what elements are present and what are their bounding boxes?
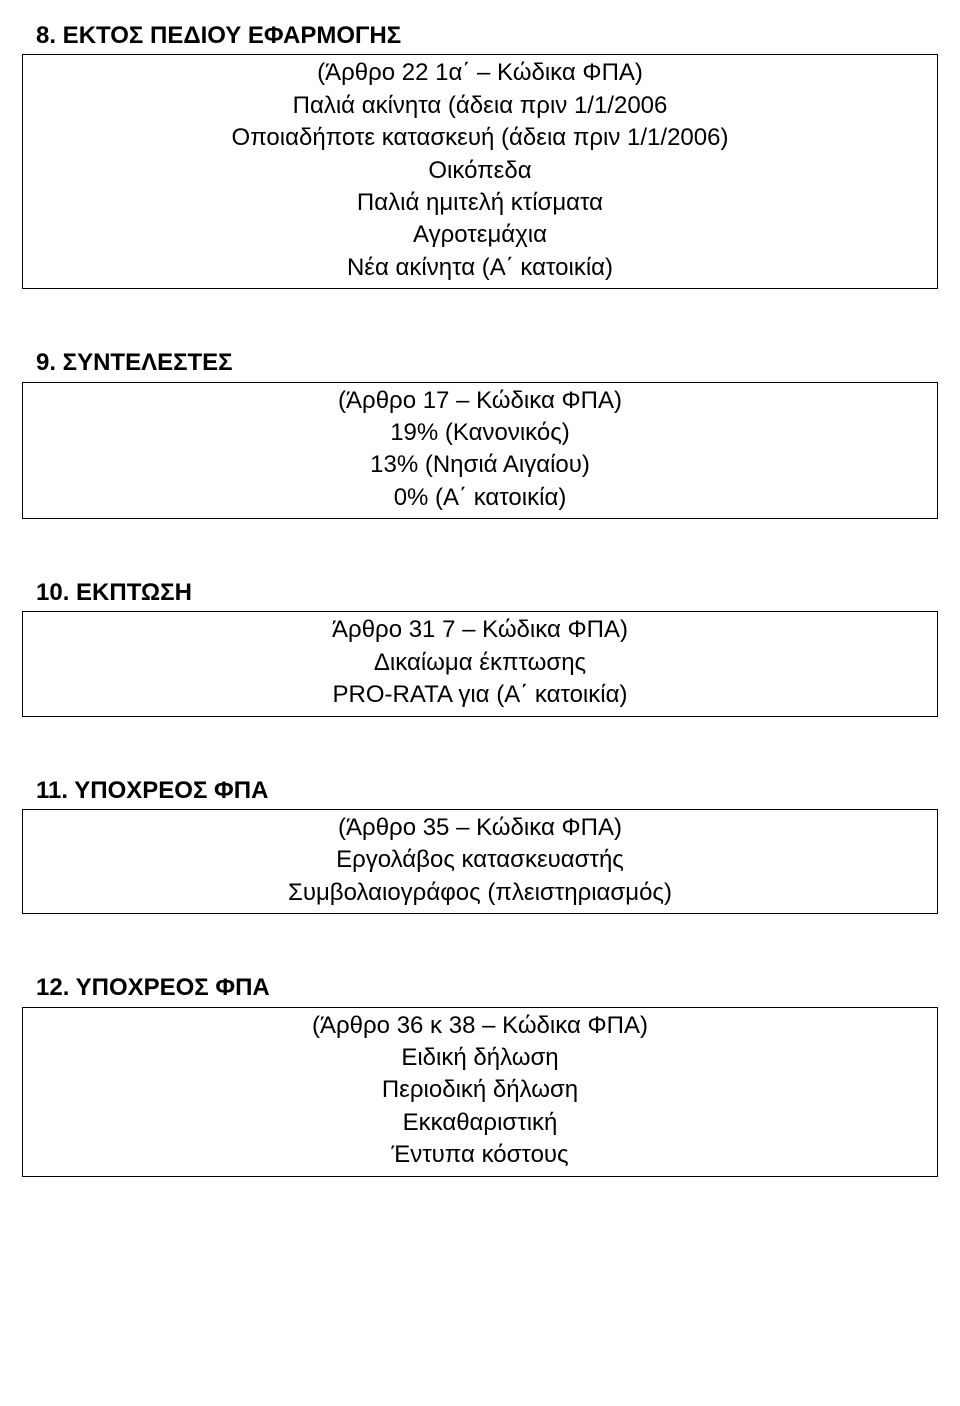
section-9-line-0: (Άρθρο 17 – Κώδικα ΦΠΑ): [23, 385, 937, 417]
section-10-line-2: PRO-RATA για (Α΄ κατοικία): [23, 679, 937, 711]
section-12-line-0: (Άρθρο 36 κ 38 – Κώδικα ΦΠΑ): [23, 1010, 937, 1042]
section-9-box: (Άρθρο 17 – Κώδικα ΦΠΑ) 19% (Κανονικός) …: [22, 382, 938, 520]
section-9: 9. ΣΥΝΤΕΛΕΣΤΕΣ (Άρθρο 17 – Κώδικα ΦΠΑ) 1…: [22, 347, 938, 519]
section-12: 12. ΥΠΟΧΡΕΟΣ ΦΠΑ (Άρθρο 36 κ 38 – Κώδικα…: [22, 972, 938, 1176]
section-8-line-0: (Άρθρο 22 1α΄ – Κώδικα ΦΠΑ): [23, 57, 937, 89]
section-8-line-3: Οικόπεδα: [23, 155, 937, 187]
section-10-line-0: Άρθρο 31 7 – Κώδικα ΦΠΑ): [23, 614, 937, 646]
section-8: 8. ΕΚΤΟΣ ΠΕΔΙΟΥ ΕΦΑΡΜΟΓΗΣ (Άρθρο 22 1α΄ …: [22, 20, 938, 289]
section-11-heading: 11. ΥΠΟΧΡΕΟΣ ΦΠΑ: [22, 775, 938, 807]
section-10-line-1: Δικαίωμα έκπτωσης: [23, 647, 937, 679]
section-8-line-2: Οποιαδήποτε κατασκευή (άδεια πριν 1/1/20…: [23, 122, 937, 154]
section-10: 10. ΕΚΠΤΩΣΗ Άρθρο 31 7 – Κώδικα ΦΠΑ) Δικ…: [22, 577, 938, 717]
section-12-line-4: Έντυπα κόστους: [23, 1139, 937, 1171]
section-8-line-5: Αγροτεμάχια: [23, 219, 937, 251]
section-9-line-2: 13% (Νησιά Αιγαίου): [23, 449, 937, 481]
section-12-box: (Άρθρο 36 κ 38 – Κώδικα ΦΠΑ) Ειδική δήλω…: [22, 1007, 938, 1177]
section-12-heading: 12. ΥΠΟΧΡΕΟΣ ΦΠΑ: [22, 972, 938, 1004]
section-11-line-1: Εργολάβος κατασκευαστής: [23, 844, 937, 876]
section-9-heading: 9. ΣΥΝΤΕΛΕΣΤΕΣ: [22, 347, 938, 379]
section-11-line-2: Συμβολαιογράφος (πλειστηριασμός): [23, 877, 937, 909]
section-11-line-0: (Άρθρο 35 – Κώδικα ΦΠΑ): [23, 812, 937, 844]
section-8-heading: 8. ΕΚΤΟΣ ΠΕΔΙΟΥ ΕΦΑΡΜΟΓΗΣ: [22, 20, 938, 52]
section-9-line-3: 0% (Α΄ κατοικία): [23, 482, 937, 514]
section-8-line-6: Νέα ακίνητα (Α΄ κατοικία): [23, 252, 937, 284]
section-8-box: (Άρθρο 22 1α΄ – Κώδικα ΦΠΑ) Παλιά ακίνητ…: [22, 54, 938, 289]
section-10-heading: 10. ΕΚΠΤΩΣΗ: [22, 577, 938, 609]
section-12-line-1: Ειδική δήλωση: [23, 1042, 937, 1074]
section-8-line-1: Παλιά ακίνητα (άδεια πριν 1/1/2006: [23, 90, 937, 122]
section-12-line-3: Εκκαθαριστική: [23, 1107, 937, 1139]
section-12-line-2: Περιοδική δήλωση: [23, 1074, 937, 1106]
section-11-box: (Άρθρο 35 – Κώδικα ΦΠΑ) Εργολάβος κατασκ…: [22, 809, 938, 914]
section-11: 11. ΥΠΟΧΡΕΟΣ ΦΠΑ (Άρθρο 35 – Κώδικα ΦΠΑ)…: [22, 775, 938, 915]
section-9-line-1: 19% (Κανονικός): [23, 417, 937, 449]
section-8-line-4: Παλιά ημιτελή κτίσματα: [23, 187, 937, 219]
section-10-box: Άρθρο 31 7 – Κώδικα ΦΠΑ) Δικαίωμα έκπτωσ…: [22, 611, 938, 716]
